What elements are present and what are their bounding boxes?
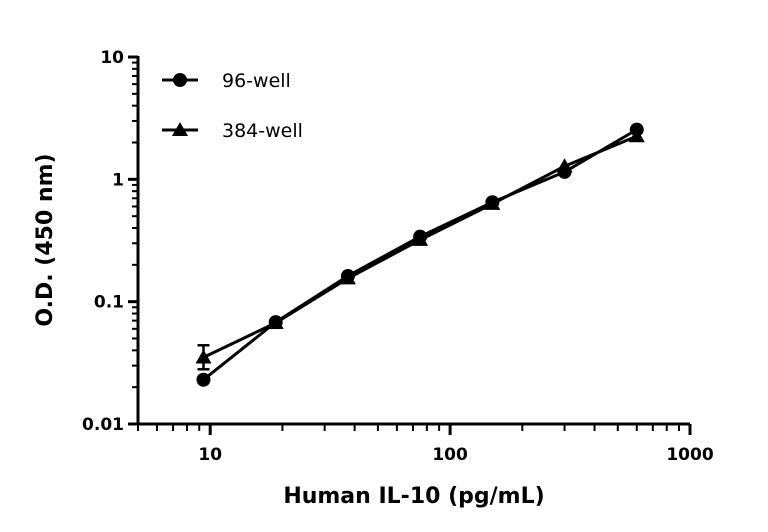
data-point-384-well xyxy=(195,349,212,364)
tick-labels: 0.01 0.1 1 10 10 100 1000 xyxy=(82,48,714,465)
legend-label-96-well: 96-well xyxy=(222,70,291,92)
y-tick-label: 0.01 xyxy=(82,415,124,435)
y-axis-label: O.D. (450 nm) xyxy=(33,153,58,326)
y-tick-label: 1 xyxy=(112,170,124,190)
data-point-384-well xyxy=(412,231,429,246)
legend-label-384-well: 384-well xyxy=(222,120,303,142)
x-tick-label: 1000 xyxy=(666,445,713,465)
data-point-96-well xyxy=(196,372,211,387)
series-layer xyxy=(195,122,645,387)
y-tick-label: 0.1 xyxy=(94,293,124,313)
legend-marker-96-well xyxy=(173,73,187,87)
series-line-96-well xyxy=(202,128,638,381)
data-point-384-well xyxy=(484,195,501,210)
y-tick-label: 10 xyxy=(100,48,124,68)
axes xyxy=(128,55,692,435)
data-point-384-well xyxy=(339,270,356,285)
legend: 96-well 384-well xyxy=(162,70,303,142)
x-tick-label: 10 xyxy=(198,445,222,465)
x-tick-label: 100 xyxy=(432,445,468,465)
x-axis-label: Human IL-10 (pg/mL) xyxy=(283,484,544,509)
data-point-384-well xyxy=(556,158,573,173)
legend-marker-384-well xyxy=(172,122,188,136)
data-point-384-well xyxy=(628,128,645,143)
data-point-384-well xyxy=(267,314,284,329)
